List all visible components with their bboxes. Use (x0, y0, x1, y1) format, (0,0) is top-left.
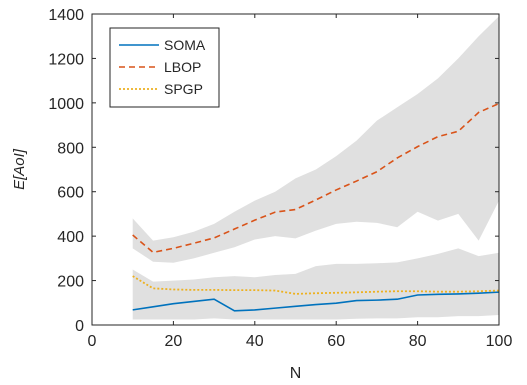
y-tick-label: 1200 (48, 51, 84, 68)
y-tick-label: 1400 (48, 7, 84, 24)
x-axis-label: N (290, 365, 302, 382)
y-tick-labels: 0 200 400 600 800 1000 1200 1400 (48, 7, 84, 335)
y-tick-label: 0 (75, 318, 84, 335)
confidence-band-2 (132, 248, 499, 320)
legend-box (109, 27, 220, 108)
y-tick-label: 800 (57, 140, 84, 157)
legend-label-soma: SOMA (164, 37, 206, 53)
y-tick-label: 600 (57, 185, 84, 202)
legend-label-lbop: LBOP (164, 59, 201, 75)
x-tick-label: 20 (165, 333, 183, 350)
x-tick-label: 40 (246, 333, 264, 350)
y-tick-label: 200 (57, 274, 84, 291)
legend: SOMA LBOP SPGP (109, 27, 220, 108)
y-tick-label: 400 (57, 229, 84, 246)
series-lines (132, 102, 500, 312)
confidence-band-1 (132, 16, 499, 263)
y-tick-label: 1000 (48, 96, 84, 113)
confidence-bands (132, 16, 499, 320)
x-tick-label: 0 (88, 333, 97, 350)
axis-ticks (91, 13, 500, 326)
x-tick-label: 80 (409, 333, 427, 350)
series-line-spgp (132, 275, 500, 295)
plot-frame (91, 13, 500, 326)
x-tick-label: 100 (486, 333, 513, 350)
x-tick-labels: 0 20 40 60 80 100 (88, 333, 513, 350)
x-tick-label: 60 (327, 333, 345, 350)
legend-label-spgp: SPGP (164, 81, 203, 97)
series-line-soma (132, 291, 500, 312)
y-axis-label: E[AoI] (11, 148, 28, 190)
